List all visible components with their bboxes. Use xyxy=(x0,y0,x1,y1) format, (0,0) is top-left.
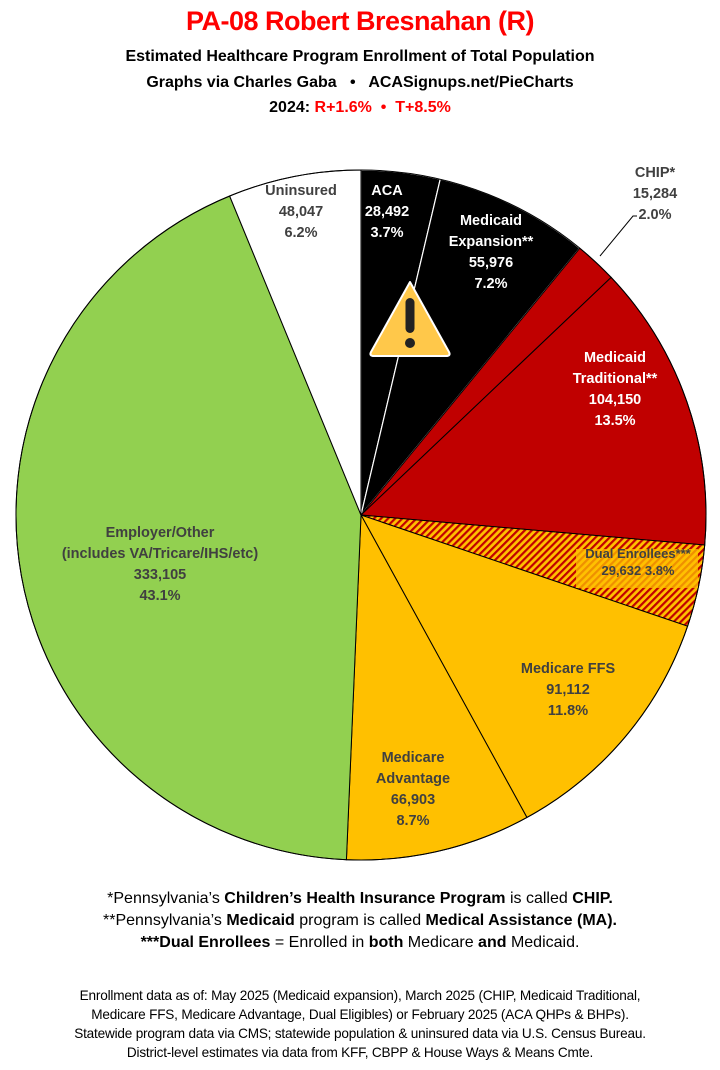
warning-triangle-icon xyxy=(369,281,451,357)
source-notes: Enrollment data as of: May 2025 (Medicai… xyxy=(0,986,720,1062)
fn-text: program is called xyxy=(294,912,426,929)
slice-label: Medicare Advantage 66,903 8.7% xyxy=(376,750,450,829)
margin-values: R+1.6% • T+8.5% xyxy=(314,99,451,116)
dual-label-background xyxy=(576,549,698,588)
slice-label-line: Traditional** xyxy=(573,371,658,387)
slice-label-line: Uninsured xyxy=(265,183,337,199)
slice-label: Dual Enrollees*** 29,632 3.8% xyxy=(585,546,691,578)
footnote-dual: ***Dual Enrollees = Enrolled in both Med… xyxy=(0,932,720,954)
slice-label: CHIP* 15,284 2.0% xyxy=(633,165,677,223)
slice-label-line: Medicaid xyxy=(460,213,522,229)
slice-label-line: 66,903 xyxy=(391,792,435,808)
footnotes: *Pennsylvania’s Children’s Health Insura… xyxy=(0,888,720,954)
fn-bold: CHIP. xyxy=(572,890,613,907)
fn-bold: ***Dual Enrollees xyxy=(140,934,271,951)
slice-label-line: 8.7% xyxy=(396,813,429,829)
fn-bold: Medical Assistance (MA). xyxy=(425,912,617,929)
fn-text: Medicare xyxy=(403,934,479,951)
source-line: District-level estimates via data from K… xyxy=(126,1045,594,1060)
slice-label-line: CHIP* xyxy=(635,165,676,181)
source-line: Statewide program data via CMS; statewid… xyxy=(74,1026,646,1041)
slice-label-line: 2.0% xyxy=(638,207,671,223)
source-line: Medicare FFS, Medicare Advantage, Dual E… xyxy=(91,1007,629,1022)
chart-subtitle: Estimated Healthcare Program Enrollment … xyxy=(125,48,595,65)
slice-label-line: Medicare FFS xyxy=(521,661,616,677)
fn-text: = Enrolled in xyxy=(270,934,369,951)
fn-text: Medicaid. xyxy=(506,934,580,951)
fn-bold: Children’s Health Insurance Program xyxy=(224,890,506,907)
fn-text: *Pennsylvania’s xyxy=(107,890,225,907)
pie-outline xyxy=(15,169,707,861)
slice-label-line: 91,112 xyxy=(546,682,590,698)
fn-bold: Medicaid xyxy=(226,912,295,929)
slice-label-line: 13.5% xyxy=(594,413,635,429)
slice-label-line: 28,492 xyxy=(365,204,409,220)
slice-label-line: 15,284 xyxy=(633,186,677,202)
fn-text: is called xyxy=(505,890,573,907)
slice-label-line: 48,047 xyxy=(279,204,323,220)
slice-label-line: 104,150 xyxy=(589,392,641,408)
slice-label-line: Dual Enrollees*** xyxy=(585,546,691,561)
election-margins: 2024: R+1.6% • T+8.5% xyxy=(0,99,720,117)
chart-title: PA-08 Robert Bresnahan (R) xyxy=(185,6,535,36)
slice-label-line: 6.2% xyxy=(284,225,317,241)
footnote-medicaid: **Pennsylvania’s Medicaid program is cal… xyxy=(0,910,720,932)
chip-leader-line xyxy=(599,215,637,257)
slice-label-line: 7.2% xyxy=(474,276,507,292)
fn-text: **Pennsylvania’s xyxy=(103,912,227,929)
slice-label-line: 55,976 xyxy=(469,255,513,271)
slice-label: Medicaid Expansion** 55,976 7.2% xyxy=(449,213,534,292)
slice-label: ACA 28,492 3.7% xyxy=(365,183,409,241)
slice-label-line: Medicaid xyxy=(584,350,646,366)
slice-label-line: ACA xyxy=(371,183,403,199)
slice-label-line: 11.8% xyxy=(548,703,588,719)
slice-label-line: Employer/Other xyxy=(106,525,215,541)
slice-label-line: 29,632 3.8% xyxy=(601,563,674,578)
slice-label: Medicare FFS 91,112 11.8% xyxy=(521,661,616,719)
slice-label-line: 3.7% xyxy=(370,225,403,241)
slice-label-line: 43.1% xyxy=(139,588,180,604)
slice-label: Employer/Other (includes VA/Tricare/IHS/e… xyxy=(62,525,259,604)
year-label: 2024: xyxy=(269,99,311,116)
fn-bold: both xyxy=(368,934,404,951)
chart-credit: Graphs via Charles Gaba • ACASignups.net… xyxy=(146,74,574,91)
slice-label-line: Expansion** xyxy=(449,234,534,250)
footnote-chip: *Pennsylvania’s Children’s Health Insura… xyxy=(0,888,720,910)
source-line: Enrollment data as of: May 2025 (Medicai… xyxy=(79,988,641,1003)
slice-label-line: 333,105 xyxy=(134,567,186,583)
slice-label: Medicaid Traditional** 104,150 13.5% xyxy=(573,350,658,429)
slice-label: Uninsured 48,047 6.2% xyxy=(265,183,337,241)
slice-label-line: (includes VA/Tricare/IHS/etc) xyxy=(62,546,259,562)
slice-label-line: Medicare xyxy=(382,750,445,766)
slice-label-line: Advantage xyxy=(376,771,450,787)
fn-bold: and xyxy=(478,934,507,951)
